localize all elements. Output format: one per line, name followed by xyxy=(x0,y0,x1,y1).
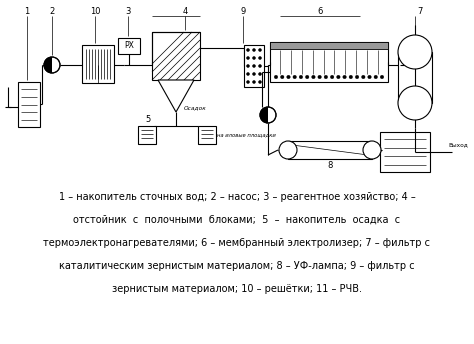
Bar xyxy=(118,38,140,54)
Bar xyxy=(82,45,114,83)
Circle shape xyxy=(253,56,255,60)
Text: РХ: РХ xyxy=(124,42,134,51)
Bar xyxy=(244,45,264,87)
Text: Выход: Выход xyxy=(448,142,468,147)
Ellipse shape xyxy=(279,141,297,159)
Circle shape xyxy=(253,73,255,75)
Circle shape xyxy=(246,56,249,60)
Circle shape xyxy=(362,75,365,79)
Polygon shape xyxy=(260,107,268,123)
Text: отстойник  с  полочными  блоками;  5  –  накопитель  осадка  с: отстойник с полочными блоками; 5 – накоп… xyxy=(73,215,401,225)
Circle shape xyxy=(311,75,315,79)
Text: 5: 5 xyxy=(146,116,151,125)
Text: 1: 1 xyxy=(24,8,29,17)
Circle shape xyxy=(343,75,346,79)
Text: Осадок: Осадок xyxy=(184,106,207,110)
Circle shape xyxy=(355,75,359,79)
Circle shape xyxy=(324,75,328,79)
Circle shape xyxy=(281,75,284,79)
Circle shape xyxy=(380,75,384,79)
Text: каталитическим зернистым материалом; 8 – УФ-лампа; 9 – фильтр с: каталитическим зернистым материалом; 8 –… xyxy=(59,261,415,271)
Circle shape xyxy=(253,49,255,52)
Ellipse shape xyxy=(363,141,381,159)
Text: на иловые площадки: на иловые площадки xyxy=(217,132,276,138)
Bar xyxy=(152,32,200,80)
Circle shape xyxy=(293,75,297,79)
Bar xyxy=(380,132,430,172)
Ellipse shape xyxy=(398,86,432,120)
Circle shape xyxy=(253,65,255,67)
Circle shape xyxy=(246,49,249,52)
Ellipse shape xyxy=(398,35,432,69)
Circle shape xyxy=(337,75,340,79)
Circle shape xyxy=(258,49,262,52)
Circle shape xyxy=(258,56,262,60)
Text: зернистым материалом; 10 – решётки; 11 – РЧВ.: зернистым материалом; 10 – решётки; 11 –… xyxy=(112,284,362,294)
Circle shape xyxy=(260,107,276,123)
Polygon shape xyxy=(44,57,52,73)
Circle shape xyxy=(318,75,321,79)
Text: термоэлектронагревателями; 6 – мембранный электролизер; 7 – фильтр с: термоэлектронагревателями; 6 – мембранны… xyxy=(44,238,430,248)
Polygon shape xyxy=(158,80,194,112)
Circle shape xyxy=(258,65,262,67)
Circle shape xyxy=(374,75,378,79)
Circle shape xyxy=(253,80,255,84)
Circle shape xyxy=(246,73,249,75)
Bar xyxy=(270,42,388,82)
Text: 7: 7 xyxy=(417,8,423,17)
Bar xyxy=(198,126,216,144)
Circle shape xyxy=(299,75,303,79)
Text: 3: 3 xyxy=(125,8,131,17)
Circle shape xyxy=(44,57,60,73)
Text: 9: 9 xyxy=(240,8,246,17)
Text: 6: 6 xyxy=(317,8,323,17)
Circle shape xyxy=(349,75,353,79)
Bar xyxy=(270,42,388,49)
Text: 1 – накопитель сточных вод; 2 – насос; 3 – реагентное хозяйство; 4 –: 1 – накопитель сточных вод; 2 – насос; 3… xyxy=(59,192,415,202)
Circle shape xyxy=(274,75,278,79)
Bar xyxy=(18,82,40,127)
Text: 4: 4 xyxy=(182,8,188,17)
Text: 2: 2 xyxy=(49,8,55,17)
Bar xyxy=(398,52,432,103)
Circle shape xyxy=(330,75,334,79)
Circle shape xyxy=(246,65,249,67)
Text: 8: 8 xyxy=(328,161,333,170)
Circle shape xyxy=(305,75,309,79)
Circle shape xyxy=(258,73,262,75)
Bar xyxy=(138,126,156,144)
Bar xyxy=(288,141,372,159)
Text: 10: 10 xyxy=(90,8,100,17)
Circle shape xyxy=(368,75,371,79)
Circle shape xyxy=(246,80,249,84)
Circle shape xyxy=(287,75,290,79)
Circle shape xyxy=(258,80,262,84)
